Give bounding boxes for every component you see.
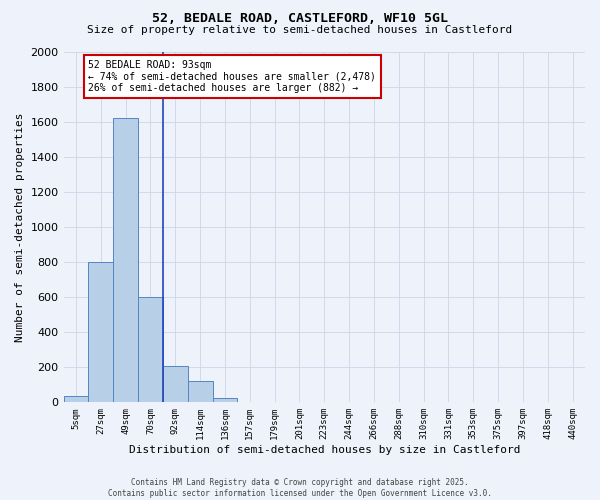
Bar [212, 398, 238, 402]
Bar [113, 118, 138, 403]
X-axis label: Distribution of semi-detached houses by size in Castleford: Distribution of semi-detached houses by … [128, 445, 520, 455]
Y-axis label: Number of semi-detached properties: Number of semi-detached properties [15, 112, 25, 342]
Bar [163, 366, 188, 402]
Text: Size of property relative to semi-detached houses in Castleford: Size of property relative to semi-detach… [88, 25, 512, 35]
Bar [88, 262, 113, 402]
Text: Contains HM Land Registry data © Crown copyright and database right 2025.
Contai: Contains HM Land Registry data © Crown c… [108, 478, 492, 498]
Text: 52, BEDALE ROAD, CASTLEFORD, WF10 5GL: 52, BEDALE ROAD, CASTLEFORD, WF10 5GL [152, 12, 448, 26]
Text: 52 BEDALE ROAD: 93sqm
← 74% of semi-detached houses are smaller (2,478)
26% of s: 52 BEDALE ROAD: 93sqm ← 74% of semi-deta… [88, 60, 376, 94]
Bar [138, 297, 163, 403]
Bar [188, 382, 212, 402]
Bar [64, 396, 88, 402]
